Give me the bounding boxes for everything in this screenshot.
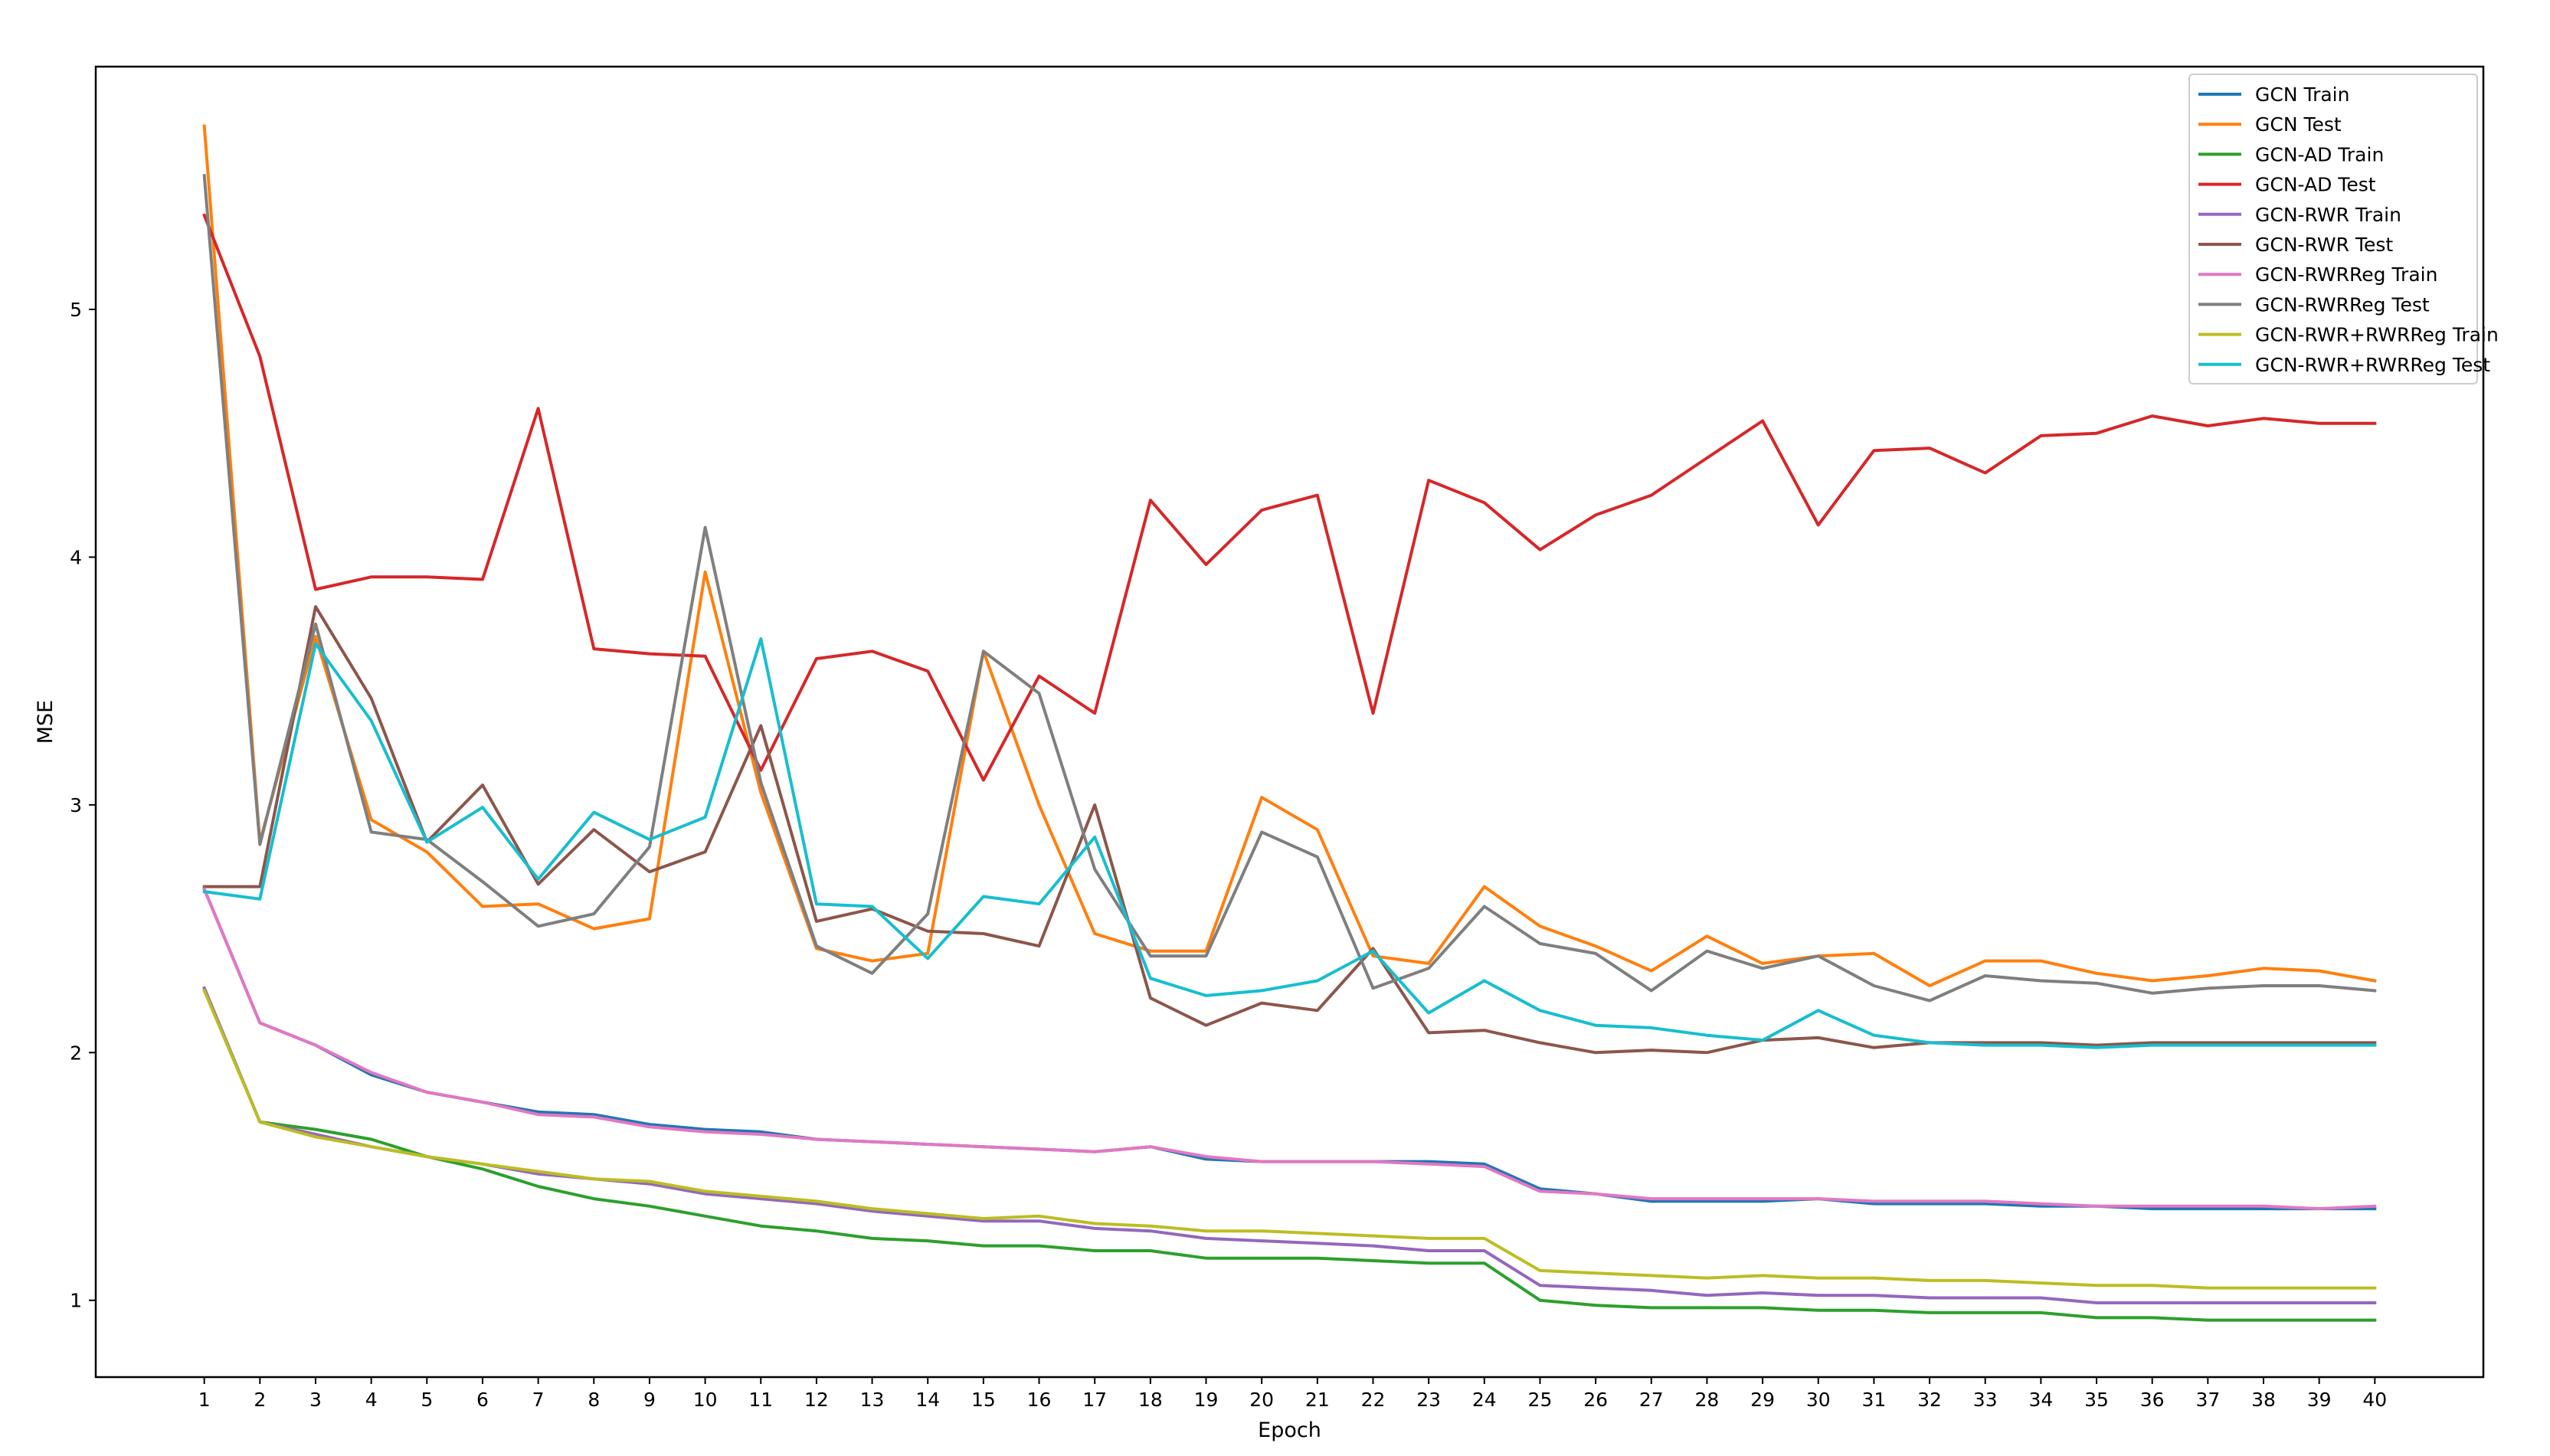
x-tick-label: 8 bbox=[588, 1389, 600, 1411]
x-tick-label: 30 bbox=[1806, 1389, 1831, 1411]
x-tick-label: 4 bbox=[365, 1389, 378, 1411]
x-tick-label: 17 bbox=[1082, 1389, 1107, 1411]
series-line bbox=[202, 213, 2377, 782]
x-tick-label: 36 bbox=[2140, 1389, 2165, 1411]
legend-entry-label: GCN-RWR+RWRReg Test bbox=[2255, 354, 2490, 376]
x-tick-label: 10 bbox=[693, 1389, 718, 1411]
legend-entry-label: GCN-RWR Test bbox=[2255, 234, 2393, 256]
y-tick-label: 3 bbox=[70, 794, 82, 816]
x-tick-label: 27 bbox=[1639, 1389, 1664, 1411]
x-tick-label: 5 bbox=[421, 1389, 433, 1411]
x-tick-label: 3 bbox=[309, 1389, 322, 1411]
legend-entry-label: GCN-RWRReg Train bbox=[2255, 263, 2437, 286]
legend-entry-label: GCN-RWR Train bbox=[2255, 204, 2401, 226]
x-tick-label: 6 bbox=[476, 1389, 489, 1411]
legend-entry-label: GCN-AD Train bbox=[2255, 143, 2384, 165]
x-tick-label: 20 bbox=[1249, 1389, 1274, 1411]
x-tick-label: 29 bbox=[1750, 1389, 1775, 1411]
x-tick-label: 31 bbox=[1861, 1389, 1886, 1411]
legend: GCN Train GCN Test GCN-AD Train GCN-AD Test… bbox=[2188, 74, 2499, 384]
legend-entry-label: GCN-AD Test bbox=[2255, 174, 2376, 196]
x-tick-label: 15 bbox=[971, 1389, 996, 1411]
x-tick-label: 11 bbox=[748, 1389, 773, 1411]
x-axis-label: Epoch bbox=[1258, 1418, 1321, 1442]
x-tick-label: 7 bbox=[532, 1389, 545, 1411]
x-tick-label: 9 bbox=[643, 1389, 656, 1411]
x-tick-label: 21 bbox=[1305, 1389, 1330, 1411]
series-line bbox=[202, 988, 2377, 1290]
series-line bbox=[202, 124, 2377, 987]
legend-entry-label: GCN-RWRReg Test bbox=[2255, 293, 2430, 316]
y-tick-label: 4 bbox=[70, 546, 82, 568]
y-tick-label: 1 bbox=[70, 1290, 82, 1312]
plot-frame bbox=[94, 65, 2485, 1379]
x-tick-label: 33 bbox=[1973, 1389, 1998, 1411]
series-line bbox=[202, 174, 2377, 1003]
x-tick-label: 24 bbox=[1472, 1389, 1497, 1411]
series-line bbox=[202, 637, 2377, 1049]
x-tick-label: 32 bbox=[1917, 1389, 1942, 1411]
x-tick-label: 16 bbox=[1027, 1389, 1052, 1411]
x-tick-label: 25 bbox=[1528, 1389, 1553, 1411]
legend-box bbox=[2188, 74, 2478, 384]
x-tick-label: 13 bbox=[860, 1389, 885, 1411]
x-tick-label: 2 bbox=[254, 1389, 266, 1411]
y-tick-label: 2 bbox=[70, 1042, 82, 1064]
y-tick-label: 5 bbox=[70, 299, 82, 321]
x-tick-label: 23 bbox=[1416, 1389, 1441, 1411]
y-axis: 1 2 3 4 5 bbox=[70, 299, 96, 1312]
x-axis: 1 2 3 4 5 6 7 8 9 10 11 12 13 14 15 16 17 18 19 20 21 22 23 24 2… bbox=[198, 1377, 2387, 1411]
x-tick-label: 34 bbox=[2028, 1389, 2053, 1411]
legend-entry-label: GCN-RWR+RWRReg Train bbox=[2255, 324, 2499, 346]
x-tick-label: 37 bbox=[2195, 1389, 2220, 1411]
x-tick-label: 39 bbox=[2307, 1389, 2332, 1411]
legend-entry-label: GCN Train bbox=[2255, 83, 2349, 106]
series-line bbox=[202, 986, 2377, 1322]
x-tick-label: 26 bbox=[1583, 1389, 1608, 1411]
x-tick-label: 19 bbox=[1194, 1389, 1219, 1411]
series-layer bbox=[202, 124, 2377, 1322]
x-tick-label: 22 bbox=[1361, 1389, 1386, 1411]
x-tick-label: 1 bbox=[198, 1389, 211, 1411]
x-tick-label: 12 bbox=[804, 1389, 829, 1411]
x-tick-label: 18 bbox=[1138, 1389, 1163, 1411]
x-tick-label: 14 bbox=[915, 1389, 940, 1411]
series-line bbox=[202, 887, 2377, 1211]
x-tick-label: 35 bbox=[2084, 1389, 2109, 1411]
series-line bbox=[202, 605, 2377, 1055]
x-tick-label: 40 bbox=[2362, 1389, 2387, 1411]
x-tick-label: 28 bbox=[1695, 1389, 1720, 1411]
y-axis-label: MSE bbox=[34, 700, 57, 744]
x-tick-label: 38 bbox=[2251, 1389, 2276, 1411]
legend-entry-label: GCN Test bbox=[2255, 113, 2342, 136]
